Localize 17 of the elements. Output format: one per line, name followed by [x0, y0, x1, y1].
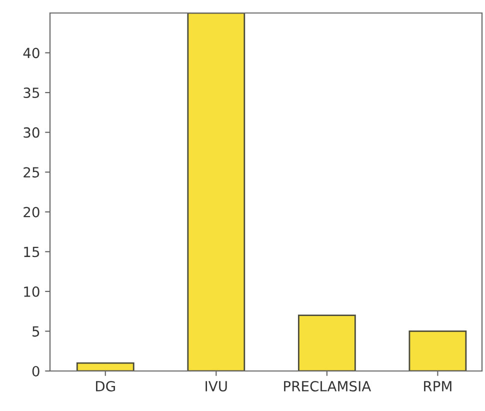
x-tick-label: PRECLAMSIA	[284, 380, 372, 392]
bar	[187, 13, 246, 371]
x-tick-label: RPM	[424, 381, 452, 392]
y-tick-label: 40	[23, 48, 40, 58]
y-tick-label: 10	[24, 286, 40, 297]
bar	[76, 362, 134, 371]
y-tick-label: 25	[24, 167, 40, 178]
y-tick-label: 0	[32, 366, 40, 376]
y-tick-label: 30	[24, 127, 40, 138]
y-tick-label: 5	[32, 326, 40, 337]
y-tick-label: 20	[24, 206, 40, 218]
y-tick-label: 35	[24, 88, 40, 98]
x-tick-label: IVU	[206, 381, 227, 392]
bar	[298, 314, 356, 371]
bar	[408, 330, 467, 371]
y-tick-label: 15	[24, 246, 40, 258]
x-tick-label: DG	[96, 380, 115, 392]
